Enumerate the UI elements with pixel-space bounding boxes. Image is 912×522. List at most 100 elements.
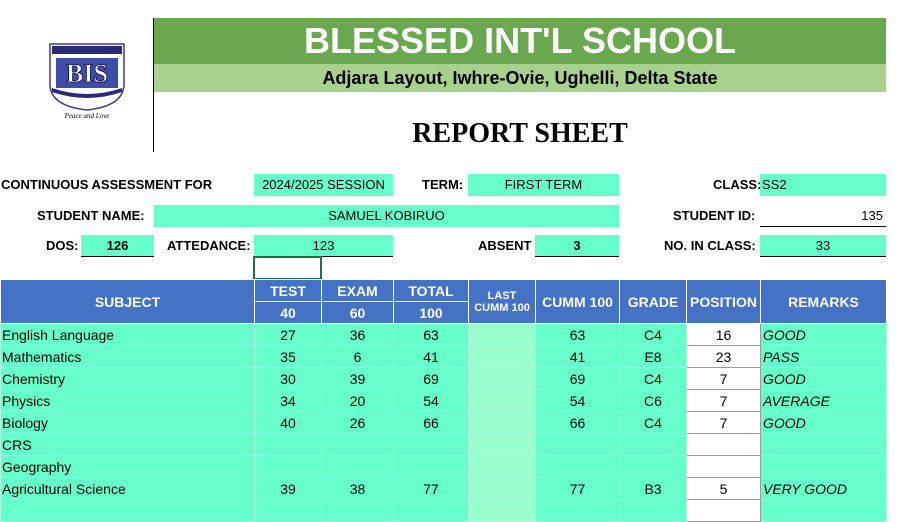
- test-cell[interactable]: 27: [254, 323, 322, 346]
- max-test[interactable]: 40: [254, 301, 322, 324]
- test-cell[interactable]: 39: [254, 477, 322, 500]
- cumm-cell[interactable]: 54: [535, 389, 620, 412]
- exam-cell[interactable]: 26: [321, 411, 394, 434]
- exam-cell[interactable]: 20: [321, 389, 394, 412]
- exam-cell[interactable]: [321, 433, 394, 456]
- last-cumm-cell[interactable]: [468, 433, 536, 456]
- class-field[interactable]: SS2: [760, 174, 886, 196]
- position-cell[interactable]: [686, 499, 761, 522]
- total-cell[interactable]: 63: [393, 323, 469, 346]
- test-cell[interactable]: 34: [254, 389, 322, 412]
- dos-field[interactable]: 126: [81, 235, 154, 257]
- position-cell[interactable]: 7: [686, 367, 761, 390]
- cumm-cell[interactable]: 63: [535, 323, 620, 346]
- last-cumm-cell[interactable]: [468, 367, 536, 390]
- exam-cell[interactable]: 6: [321, 345, 394, 368]
- subject-cell[interactable]: Chemistry: [0, 367, 255, 390]
- grade-cell[interactable]: C4: [619, 323, 687, 346]
- subject-cell[interactable]: CRS: [0, 433, 255, 456]
- exam-cell[interactable]: 36: [321, 323, 394, 346]
- subject-cell[interactable]: [0, 499, 255, 522]
- subject-cell[interactable]: Agricultural Science: [0, 477, 255, 500]
- total-cell[interactable]: [393, 499, 469, 522]
- position-cell[interactable]: 5: [686, 477, 761, 500]
- grade-cell[interactable]: B3: [619, 477, 687, 500]
- total-cell[interactable]: 66: [393, 411, 469, 434]
- last-cumm-cell[interactable]: [468, 411, 536, 434]
- absent-field[interactable]: 3: [535, 235, 619, 257]
- remarks-cell[interactable]: [760, 499, 887, 522]
- position-cell[interactable]: [686, 433, 761, 456]
- position-cell[interactable]: 16: [686, 323, 761, 346]
- max-exam[interactable]: 60: [321, 301, 394, 324]
- term-field[interactable]: FIRST TERM: [468, 174, 619, 196]
- last-cumm-cell[interactable]: [468, 499, 536, 522]
- cumm-cell[interactable]: [535, 433, 620, 456]
- last-cumm-cell[interactable]: [468, 345, 536, 368]
- position-cell[interactable]: 7: [686, 389, 761, 412]
- remarks-cell[interactable]: GOOD: [760, 367, 887, 390]
- position-cell[interactable]: 7: [686, 411, 761, 434]
- grade-cell[interactable]: [619, 455, 687, 478]
- total-cell[interactable]: 41: [393, 345, 469, 368]
- header-subject[interactable]: SUBJECT: [0, 279, 255, 324]
- test-cell[interactable]: [254, 455, 322, 478]
- header-exam[interactable]: EXAM: [321, 279, 394, 302]
- cumm-cell[interactable]: [535, 455, 620, 478]
- remarks-cell[interactable]: [760, 455, 887, 478]
- position-cell[interactable]: 23: [686, 345, 761, 368]
- header-grade[interactable]: GRADE: [619, 279, 687, 324]
- header-last-cumm[interactable]: LAST CUMM 100: [468, 279, 536, 324]
- header-test[interactable]: TEST: [254, 279, 322, 302]
- total-cell[interactable]: [393, 433, 469, 456]
- grade-cell[interactable]: C4: [619, 411, 687, 434]
- last-cumm-cell[interactable]: [468, 477, 536, 500]
- total-cell[interactable]: 77: [393, 477, 469, 500]
- student-name-field[interactable]: SAMUEL KOBIRUO: [154, 205, 619, 227]
- grade-cell[interactable]: E8: [619, 345, 687, 368]
- remarks-cell[interactable]: PASS: [760, 345, 887, 368]
- position-cell[interactable]: [686, 455, 761, 478]
- subject-cell[interactable]: English Language: [0, 323, 255, 346]
- header-remarks[interactable]: REMARKS: [760, 279, 887, 324]
- test-cell[interactable]: 30: [254, 367, 322, 390]
- remarks-cell[interactable]: VERY GOOD: [760, 477, 887, 500]
- test-cell[interactable]: [254, 433, 322, 456]
- last-cumm-cell[interactable]: [468, 389, 536, 412]
- student-id-field[interactable]: 135: [760, 205, 886, 227]
- total-cell[interactable]: [393, 455, 469, 478]
- last-cumm-cell[interactable]: [468, 323, 536, 346]
- total-cell[interactable]: 54: [393, 389, 469, 412]
- exam-cell[interactable]: [321, 499, 394, 522]
- cumm-cell[interactable]: 77: [535, 477, 620, 500]
- cumm-cell[interactable]: 66: [535, 411, 620, 434]
- test-cell[interactable]: 40: [254, 411, 322, 434]
- test-cell[interactable]: 35: [254, 345, 322, 368]
- subject-cell[interactable]: Geography: [0, 455, 255, 478]
- exam-cell[interactable]: 39: [321, 367, 394, 390]
- subject-cell[interactable]: Biology: [0, 411, 255, 434]
- selected-cell[interactable]: [253, 256, 322, 280]
- exam-cell[interactable]: 38: [321, 477, 394, 500]
- grade-cell[interactable]: C4: [619, 367, 687, 390]
- subject-cell[interactable]: Mathematics: [0, 345, 255, 368]
- session-field[interactable]: 2024/2025 SESSION: [254, 174, 393, 196]
- cumm-cell[interactable]: 69: [535, 367, 620, 390]
- exam-cell[interactable]: [321, 455, 394, 478]
- header-total[interactable]: TOTAL: [393, 279, 469, 302]
- remarks-cell[interactable]: AVERAGE: [760, 389, 887, 412]
- attendance-field[interactable]: 123: [254, 235, 393, 257]
- remarks-cell[interactable]: [760, 433, 887, 456]
- total-cell[interactable]: 69: [393, 367, 469, 390]
- cumm-cell[interactable]: 41: [535, 345, 620, 368]
- subject-cell[interactable]: Physics: [0, 389, 255, 412]
- max-total[interactable]: 100: [393, 301, 469, 324]
- test-cell[interactable]: [254, 499, 322, 522]
- grade-cell[interactable]: C6: [619, 389, 687, 412]
- remarks-cell[interactable]: GOOD: [760, 323, 887, 346]
- grade-cell[interactable]: [619, 433, 687, 456]
- last-cumm-cell[interactable]: [468, 455, 536, 478]
- cumm-cell[interactable]: [535, 499, 620, 522]
- header-position[interactable]: POSITION: [686, 279, 761, 324]
- no-in-class-field[interactable]: 33: [760, 235, 886, 257]
